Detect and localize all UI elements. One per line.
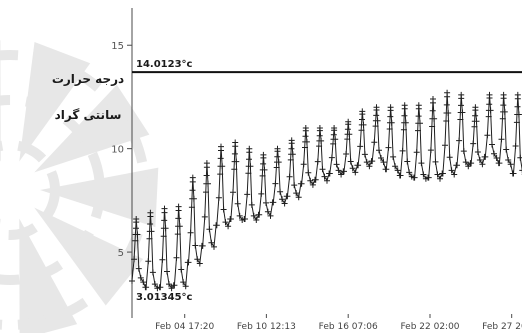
- max-line-group: 14.0123°c: [132, 59, 522, 72]
- x-tick-label: Feb 22 02:00: [400, 322, 459, 332]
- x-tick-label: Feb 27 20:54: [482, 322, 522, 332]
- x-tick-label: Feb 16 07:06: [319, 322, 378, 332]
- x-tick-label: Feb 10 12:13: [237, 322, 296, 332]
- y-tick-label: 5: [118, 248, 124, 259]
- x-tick-label: Feb 04 17:20: [155, 322, 214, 332]
- series-group: [129, 90, 522, 291]
- y-tick-label: 10: [111, 145, 124, 156]
- y-axis-label-line1: درجه حرارت: [48, 72, 128, 86]
- y-axis-label-line2: سانتی گراد: [48, 108, 128, 122]
- max-line-label: 14.0123°c: [136, 59, 193, 70]
- y-tick-label: 15: [111, 41, 124, 52]
- x-ticks: Feb 04 17:20 Feb 10 12:13 Feb 16 07:06 Feb …: [155, 314, 522, 332]
- min-value-label: 3.01345°c: [136, 292, 193, 303]
